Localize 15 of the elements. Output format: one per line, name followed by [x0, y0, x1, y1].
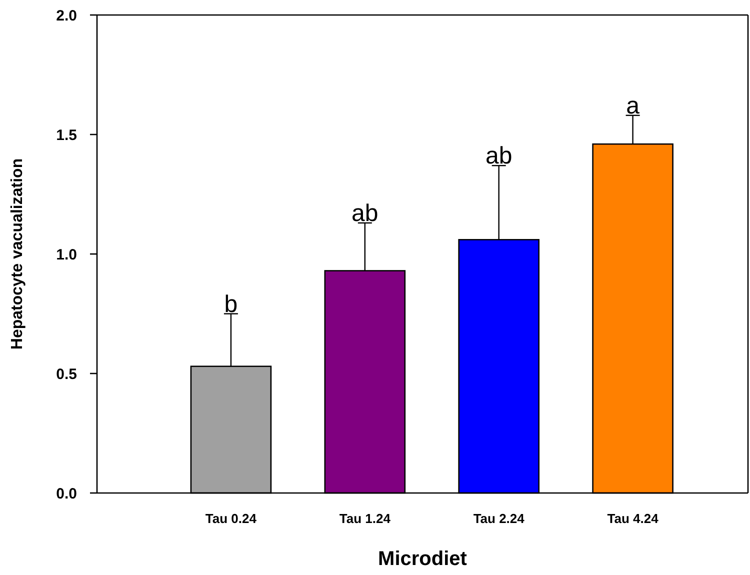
y-tick-label: 1.0 — [56, 246, 77, 264]
y-tick-label: 2.0 — [56, 7, 77, 24]
annotation: b — [224, 290, 238, 318]
x-tick-label: Tau 4.24 — [607, 511, 660, 526]
y-tick-label: 0.0 — [56, 485, 77, 502]
x-tick-label: Tau 0.24 — [205, 511, 258, 526]
annotation: a — [626, 92, 640, 120]
y-tick-label: 0.5 — [56, 366, 77, 383]
annotation: ab — [486, 142, 512, 170]
annotation: ab — [352, 200, 378, 227]
x-tick-label: Tau 2.24 — [473, 511, 526, 526]
y-tick-label: 1.5 — [56, 126, 77, 144]
x-tick-label: Tau 1.24 — [339, 511, 392, 526]
x-axis-title: Microdiet — [378, 548, 468, 570]
y-axis-title: Hepatocyte vacualization — [9, 158, 26, 350]
